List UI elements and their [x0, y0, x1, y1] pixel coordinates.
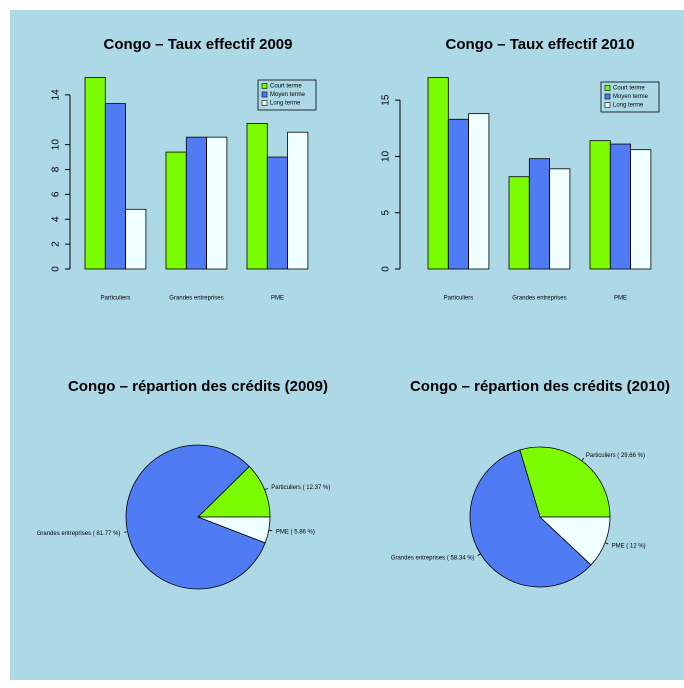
slice-category: Particuliers	[586, 453, 616, 459]
chart-title: Congo – Taux effectif 2010	[446, 36, 635, 53]
x-tick-label: Particuliers	[101, 296, 131, 302]
x-tick-label: PME	[271, 296, 284, 302]
legend-label: Moyen terme	[270, 92, 306, 98]
slice-value-label: ( 12 %)	[626, 543, 645, 549]
bar	[468, 113, 490, 270]
legend-swatch	[261, 100, 268, 106]
bar	[508, 176, 530, 270]
bar	[447, 118, 469, 270]
slice-category: PME	[276, 529, 289, 535]
y-tick-label: 5	[381, 209, 392, 215]
y-tick-label: 2	[51, 241, 62, 247]
slice-label: PME ( 5.86 %)	[276, 529, 315, 535]
bar	[287, 131, 309, 270]
pie-slice	[538, 516, 611, 566]
legend-label: Long terme	[613, 103, 644, 109]
label-leader	[264, 487, 269, 491]
slice-label: Particuliers ( 12.37 %)	[271, 485, 330, 491]
chart-title: Congo – répartion des crédits (2009)	[68, 378, 328, 395]
slice-value-label: ( 5.86 %)	[291, 529, 315, 535]
slice-value-label: ( 58.34 %)	[447, 555, 475, 561]
bar	[84, 77, 106, 270]
legend-swatch	[604, 85, 611, 91]
slice-value-label: ( 12.37 %)	[303, 485, 331, 491]
bar	[206, 136, 228, 270]
legend-swatch	[261, 91, 268, 98]
slice-category: PME	[612, 543, 625, 549]
legend-label: Moyen terme	[613, 94, 649, 100]
y-tick-label: 8	[51, 166, 62, 172]
pie-slice	[519, 446, 611, 518]
legend-swatch	[604, 93, 611, 100]
legend-box	[257, 79, 317, 111]
label-leader	[581, 457, 585, 462]
slice-label: Grandes entreprises ( 81.77 %)	[37, 531, 121, 537]
bar	[549, 168, 571, 270]
slice-category: Grandes entreprises	[391, 555, 445, 561]
y-tick-label: 15	[381, 94, 392, 106]
slice-label: PME ( 12 %)	[612, 543, 646, 549]
bar	[589, 140, 611, 270]
bar	[427, 77, 449, 270]
legend-swatch	[261, 83, 268, 89]
y-tick-label: 6	[51, 191, 62, 197]
label-leader	[123, 531, 128, 533]
legend-label: Court terme	[270, 84, 302, 90]
legend-label: Long terme	[270, 101, 301, 107]
label-leader	[477, 553, 481, 557]
label-leader	[268, 529, 273, 532]
x-tick-label: PME	[614, 296, 627, 302]
legend-label: Court terme	[613, 86, 645, 92]
bar	[266, 156, 288, 270]
y-tick-label: 4	[51, 216, 62, 222]
bar	[125, 208, 147, 270]
slice-value-label: ( 81.77 %)	[93, 531, 121, 537]
bar	[630, 149, 652, 270]
bar	[185, 136, 208, 270]
slice-category: Particuliers	[271, 485, 301, 491]
y-tick-label: 14	[51, 89, 62, 101]
y-tick-label: 0	[381, 266, 392, 272]
bar	[165, 151, 187, 270]
pie-slice	[125, 444, 266, 590]
x-tick-label: Grandes entreprises	[512, 296, 566, 302]
label-leader	[604, 542, 609, 545]
y-tick-label: 0	[51, 266, 62, 272]
y-tick-label: 10	[51, 139, 62, 151]
bar	[528, 158, 550, 270]
slice-label: Grandes entreprises ( 58.34 %)	[391, 555, 475, 561]
pie-slice	[469, 449, 592, 588]
x-tick-label: Particuliers	[444, 296, 474, 302]
chart-title: Congo – Taux effectif 2009	[104, 36, 293, 53]
x-tick-label: Grandes entreprises	[169, 296, 223, 302]
chart-title: Congo – répartion des crédits (2010)	[410, 378, 670, 395]
bar	[104, 103, 127, 270]
pie-slice	[197, 516, 271, 544]
bar	[246, 123, 268, 270]
legend-box	[600, 81, 660, 113]
slice-value-label: ( 29.66 %)	[617, 453, 645, 459]
y-tick-label: 10	[381, 150, 392, 162]
slice-category: Grandes entreprises	[37, 531, 91, 537]
bar	[609, 143, 631, 270]
legend-swatch	[604, 102, 611, 108]
slice-label: Particuliers ( 29.66 %)	[586, 453, 645, 459]
